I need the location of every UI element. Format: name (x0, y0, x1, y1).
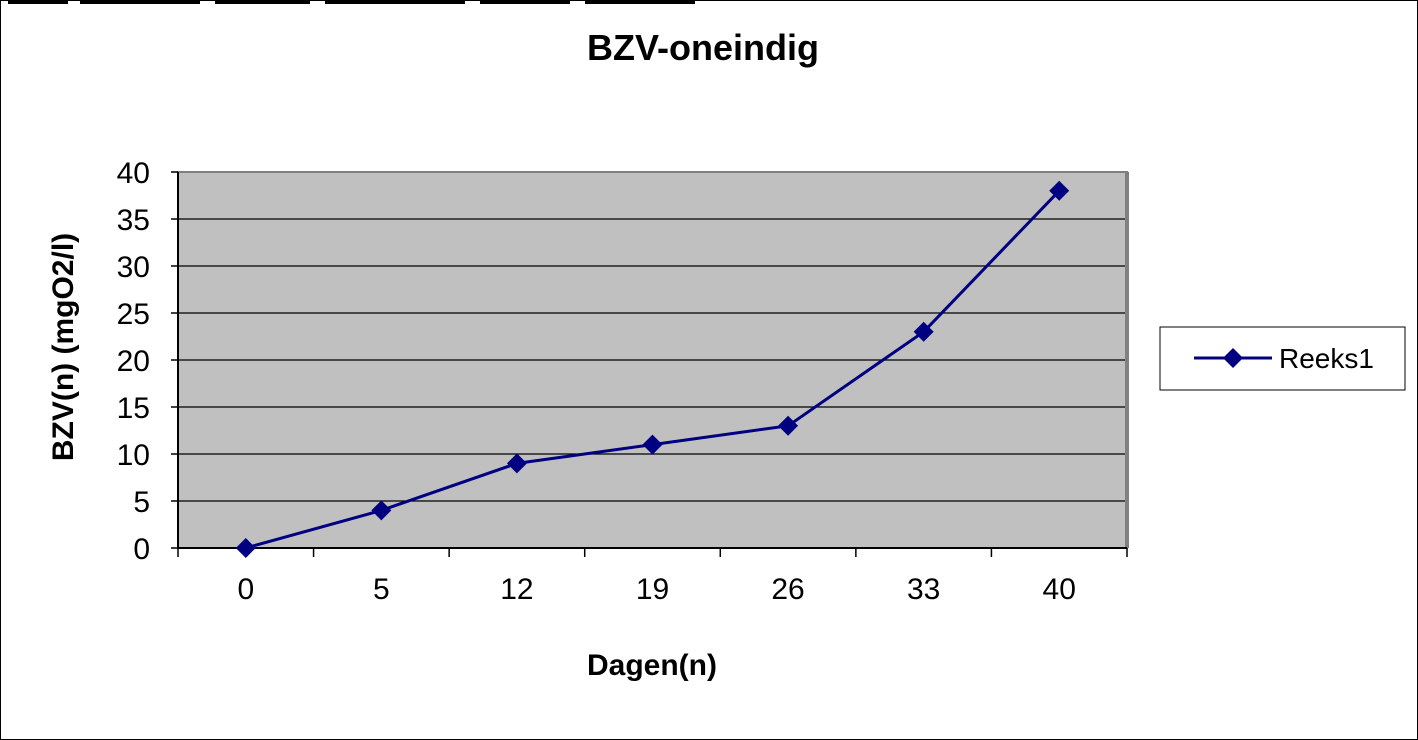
y-axis-ticks: 0 5 10 15 20 25 30 35 40 (117, 157, 178, 566)
cropped-header-text (0, 0, 1418, 6)
data-point-marker (913, 321, 934, 342)
x-tick-label: 33 (907, 573, 940, 606)
data-point-marker (235, 538, 256, 558)
y-tick-label: 20 (117, 345, 150, 378)
y-tick-label: 0 (133, 533, 150, 566)
y-tick-label: 40 (117, 157, 150, 190)
y-tick-label: 15 (117, 392, 150, 425)
y-axis-title: BZV(n) (mgO2/l) (47, 233, 80, 461)
y-tick-label: 25 (117, 298, 150, 331)
data-point-marker (642, 434, 663, 455)
x-tick-label: 5 (373, 573, 390, 606)
y-tick-label: 10 (117, 439, 150, 472)
y-tick-label: 5 (133, 486, 150, 519)
data-point-marker (506, 453, 527, 474)
x-tick-label: 40 (1043, 573, 1076, 606)
y-tick-label: 35 (117, 204, 150, 237)
data-point-marker (1049, 180, 1070, 201)
data-point-marker (371, 500, 392, 521)
chart-title: BZV-oneindig (587, 27, 819, 68)
x-tick-label: 26 (771, 573, 804, 606)
x-tick-label: 0 (237, 573, 254, 606)
x-tick-label: 12 (500, 573, 533, 606)
legend-marker-swatch (1223, 348, 1243, 368)
legend: Reeks1 (1159, 326, 1406, 391)
series-markers (235, 180, 1070, 558)
x-axis-ticks: 0 5 12 19 26 33 40 (177, 548, 1128, 606)
x-tick-label: 19 (636, 573, 669, 606)
y-tick-label: 30 (117, 251, 150, 284)
x-axis-title: Dagen(n) (587, 649, 717, 682)
data-point-marker (778, 415, 799, 436)
legend-label-reeks1: Reeks1 (1279, 343, 1374, 374)
